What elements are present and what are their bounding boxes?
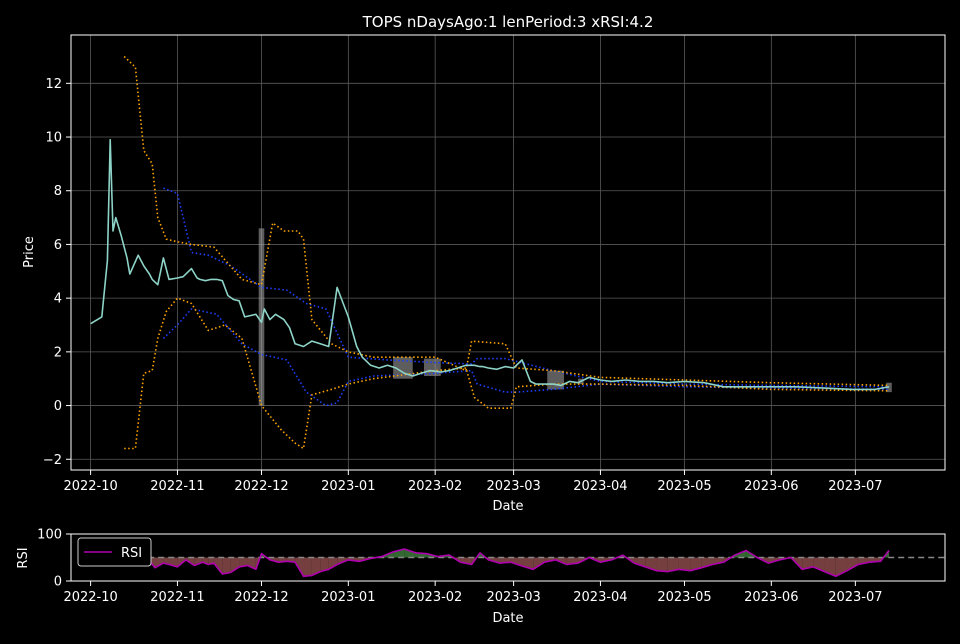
rsi-y-tick-label: 100 — [37, 528, 62, 543]
rsi-x-tick-label: 2023-04 — [573, 590, 627, 605]
price-x-tick-label: 2023-07 — [828, 479, 882, 494]
rsi-fill-above — [393, 549, 405, 558]
rsi-fill-below — [213, 557, 223, 574]
price-shaded-span — [547, 370, 565, 390]
rsi-plot-frame — [70, 533, 946, 582]
rsi-series-group — [137, 548, 945, 578]
rsi-fill-below — [846, 557, 859, 571]
rsi-fill-below — [510, 557, 523, 566]
price-y-tick-label: 6 — [54, 238, 62, 253]
rsi-y-ticks: 0 100 — [37, 528, 71, 590]
price-y-tick-label: 12 — [45, 77, 62, 92]
rsi-y-axis-label: RSI — [16, 547, 31, 568]
channel-lower-line — [162, 308, 890, 407]
rsi-x-tick-label: 2023-01 — [321, 590, 375, 605]
price-x-tick-label: 2023-04 — [573, 479, 627, 494]
rsi-fill-below — [239, 557, 248, 567]
rsi-x-tick-label: 2022-11 — [150, 590, 204, 605]
rsi-y-tick-label: 0 — [54, 575, 62, 590]
rsi-fill-below — [311, 557, 321, 576]
price-chart: 2022-10 2022-11 2022-12 2023-01 2023-02 2023-… — [22, 13, 946, 514]
price-y-tick-label: 2 — [54, 345, 62, 360]
rsi-fill-below — [320, 557, 329, 572]
rsi-x-axis-label: Date — [492, 611, 523, 626]
price-y-ticks: −2 0 2 4 6 8 10 12 — [43, 77, 71, 468]
price-plot-frame — [70, 34, 946, 471]
rsi-x-tick-label: 2023-05 — [657, 590, 711, 605]
rsi-x-tick-label: 2023-06 — [744, 590, 798, 605]
rsi-line — [137, 548, 890, 578]
price-y-tick-label: 8 — [54, 184, 62, 199]
rsi-fill-below — [634, 557, 646, 567]
rsi-fill-below — [678, 557, 691, 571]
rsi-fill-below — [303, 557, 312, 577]
rsi-fill-below — [533, 557, 545, 570]
rsi-legend-label: RSI — [121, 546, 142, 561]
price-x-ticks: 2022-10 2022-11 2022-12 2023-01 2023-02 2023-… — [63, 470, 883, 494]
rsi-x-tick-label: 2022-12 — [234, 590, 288, 605]
price-y-tick-label: −2 — [43, 453, 62, 468]
rsi-fill-below — [194, 557, 203, 566]
rsi-fill-above — [404, 549, 416, 558]
rsi-fill-below — [824, 557, 836, 577]
bollinger-lower-line — [124, 297, 890, 450]
price-x-tick-label: 2022-11 — [150, 479, 204, 494]
price-x-tick-label: 2022-12 — [234, 479, 288, 494]
channel-upper-line — [163, 187, 890, 388]
price-y-tick-label: 4 — [54, 292, 62, 307]
rsi-x-tick-label: 2022-10 — [63, 590, 117, 605]
price-y-axis-label: Price — [22, 236, 37, 268]
rsi-legend: RSI — [77, 537, 152, 567]
rsi-fill-below — [155, 557, 164, 568]
rsi-fill-below — [667, 557, 679, 572]
rsi-chart: 2022-10 2022-11 2022-12 2023-01 2023-02 2023-… — [16, 528, 946, 626]
rsi-fill-below — [656, 557, 668, 572]
rsi-legend-box — [77, 537, 152, 567]
price-shaded-span — [393, 357, 413, 379]
bollinger-upper-line — [123, 55, 890, 387]
price-y-tick-label: 10 — [45, 131, 62, 146]
price-x-tick-label: 2023-01 — [321, 479, 375, 494]
rsi-fill-below — [222, 557, 231, 574]
rsi-x-tick-label: 2023-02 — [408, 590, 462, 605]
price-shaded-spans — [258, 228, 892, 406]
price-gridlines — [71, 35, 945, 470]
rsi-x-tick-label: 2023-03 — [486, 590, 540, 605]
price-shaded-span — [258, 228, 265, 406]
price-y-tick-label: 0 — [54, 399, 62, 414]
price-x-axis-label: Date — [492, 499, 523, 514]
price-x-tick-label: 2023-02 — [408, 479, 462, 494]
chart-title: TOPS nDaysAgo:1 lenPeriod:3 xRSI:4.2 — [362, 13, 654, 31]
price-x-tick-label: 2023-03 — [486, 479, 540, 494]
rsi-fill-below — [690, 557, 702, 571]
price-line — [90, 138, 890, 391]
price-x-tick-label: 2023-06 — [744, 479, 798, 494]
rsi-x-ticks: 2022-10 2022-11 2022-12 2023-01 2023-02 2023-… — [63, 581, 883, 605]
rsi-fill-below — [230, 557, 240, 573]
price-x-tick-label: 2022-10 — [63, 479, 117, 494]
rsi-fill-below — [802, 557, 814, 570]
price-x-tick-label: 2023-05 — [657, 479, 711, 494]
price-series-group — [90, 55, 890, 450]
rsi-fill-below — [328, 557, 338, 570]
rsi-x-tick-label: 2023-07 — [828, 590, 882, 605]
